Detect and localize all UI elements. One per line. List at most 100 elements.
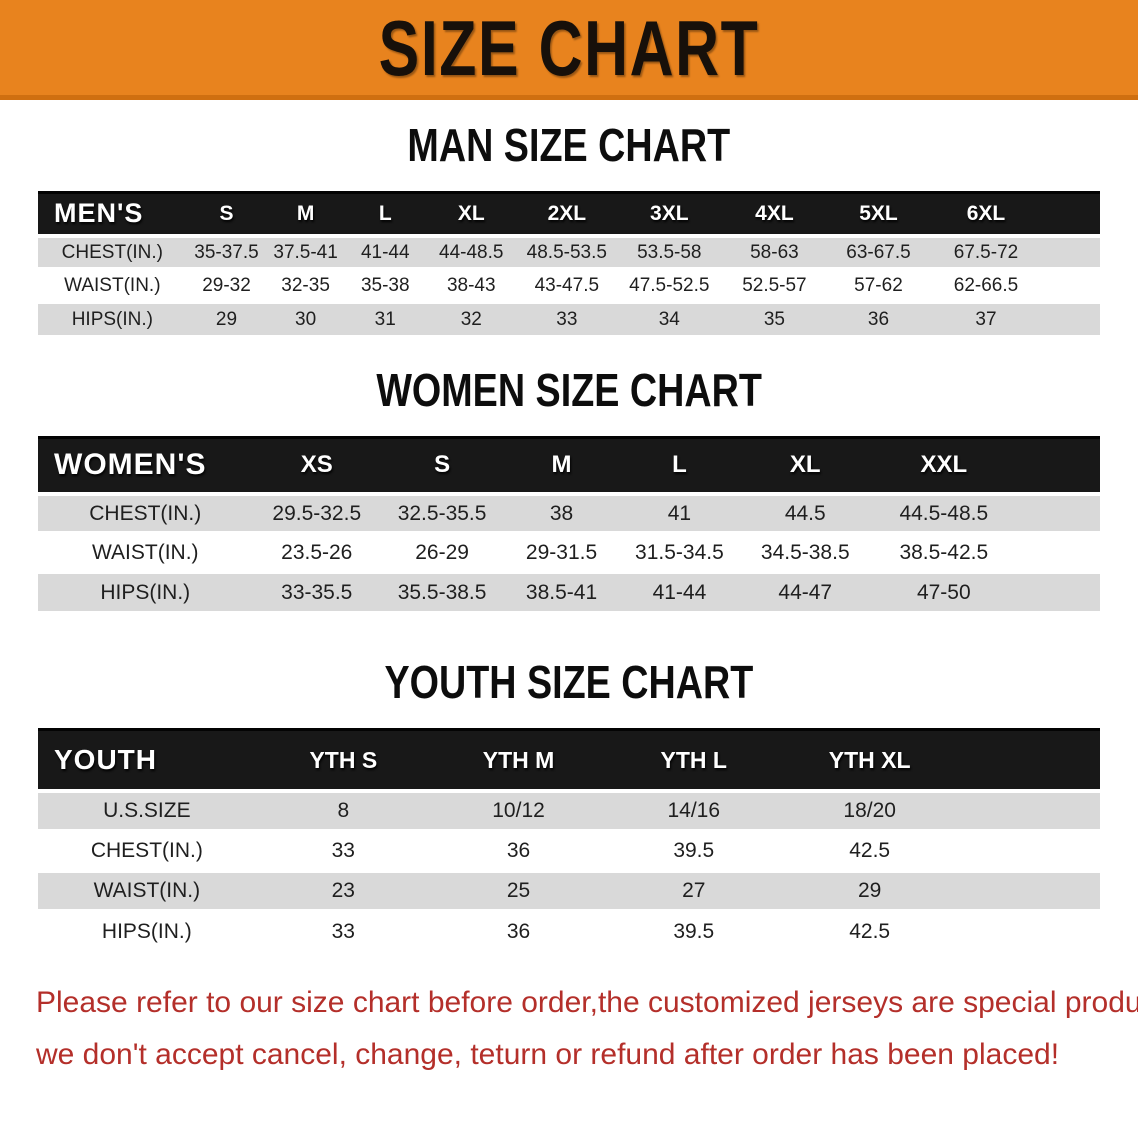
youth-size-header: YTH XL	[781, 727, 1100, 793]
banner: SIZE CHART	[0, 0, 1138, 100]
cell: 38.5-42.5	[871, 531, 1100, 573]
men-waist-row: WAIST(IN.) 29-32 32-35 35-38 38-43 43-47…	[38, 267, 1100, 303]
cell: 29-32	[186, 267, 267, 303]
cell: 33	[255, 829, 431, 872]
cell: 27	[606, 869, 782, 912]
cell: 41-44	[344, 234, 426, 270]
row-label: WAIST(IN.)	[38, 869, 256, 912]
youth-ussize-row: U.S.SIZE 8 10/12 14/16 18/20	[38, 789, 1100, 832]
cell: 48.5-53.5	[516, 234, 617, 270]
row-label: WAIST(IN.)	[38, 267, 187, 303]
cell: 47-50	[871, 570, 1100, 612]
women-waist-row: WAIST(IN.) 23.5-26 26-29 29-31.5 31.5-34…	[38, 531, 1100, 573]
cell: 31	[344, 300, 426, 336]
cell: 29-31.5	[503, 531, 620, 573]
row-label: HIPS(IN.)	[38, 570, 253, 612]
cell: 62-66.5	[929, 267, 1100, 303]
cell: 58-63	[721, 234, 827, 270]
cell: 44.5-48.5	[871, 492, 1100, 534]
men-size-header: 3XL	[616, 190, 722, 238]
men-size-header: S	[186, 190, 267, 238]
cell: 26-29	[381, 531, 504, 573]
women-corner-label: WOMEN'S	[38, 435, 253, 496]
cell: 29	[186, 300, 267, 336]
cell: 47.5-52.5	[616, 267, 722, 303]
row-label: HIPS(IN.)	[38, 909, 256, 952]
women-chest-row: CHEST(IN.) 29.5-32.5 32.5-35.5 38 41 44.…	[38, 492, 1100, 534]
women-size-header: XL	[738, 435, 872, 496]
cell: 36	[430, 829, 607, 872]
youth-corner-label: YOUTH	[38, 727, 256, 793]
men-size-header: M	[266, 190, 345, 238]
men-header-row: MEN'S S M L XL 2XL 3XL 4XL 5XL 6XL	[38, 190, 1100, 238]
row-label: CHEST(IN.)	[38, 234, 187, 270]
youth-size-table: YOUTH YTH S YTH M YTH L YTH XL U.S.SIZE …	[38, 727, 1100, 952]
cell: 37	[929, 300, 1100, 336]
row-label: WAIST(IN.)	[38, 531, 253, 573]
cell: 43-47.5	[516, 267, 617, 303]
men-size-header: 5XL	[826, 190, 930, 238]
cell: 23	[255, 869, 431, 912]
men-size-header: 4XL	[721, 190, 827, 238]
men-size-header: L	[344, 190, 426, 238]
cell: 34	[616, 300, 722, 336]
cell: 31.5-34.5	[619, 531, 739, 573]
cell: 35-38	[344, 267, 426, 303]
men-hips-row: HIPS(IN.) 29 30 31 32 33 34 35 36 37	[38, 300, 1100, 336]
women-size-header: L	[619, 435, 739, 496]
cell: 30	[266, 300, 345, 336]
cell: 44.5	[738, 492, 872, 534]
women-size-header: XXL	[871, 435, 1100, 496]
cell: 35	[721, 300, 827, 336]
women-section-title-text: WOMEN SIZE CHART	[376, 364, 762, 417]
page-title: SIZE CHART	[378, 3, 760, 92]
cell: 63-67.5	[826, 234, 930, 270]
men-size-header: 6XL	[929, 190, 1100, 238]
cell: 25	[430, 869, 607, 912]
youth-section-title-text: YOUTH SIZE CHART	[384, 656, 754, 709]
cell: 38.5-41	[503, 570, 620, 612]
cell: 39.5	[606, 829, 782, 872]
women-hips-row: HIPS(IN.) 33-35.5 35.5-38.5 38.5-41 41-4…	[38, 570, 1100, 612]
row-label: HIPS(IN.)	[38, 300, 187, 336]
cell: 35-37.5	[186, 234, 267, 270]
youth-size-header: YTH M	[430, 727, 607, 793]
cell: 10/12	[430, 789, 607, 832]
cell: 14/16	[606, 789, 782, 832]
man-section-title: MAN SIZE CHART	[0, 120, 1138, 171]
women-size-header: S	[381, 435, 504, 496]
row-label: CHEST(IN.)	[38, 492, 253, 534]
youth-header-row: YOUTH YTH S YTH M YTH L YTH XL	[38, 727, 1100, 793]
cell: 53.5-58	[616, 234, 722, 270]
women-header-row: WOMEN'S XS S M L XL XXL	[38, 435, 1100, 496]
cell: 29	[781, 869, 1100, 912]
men-size-header: 2XL	[516, 190, 617, 238]
cell: 29.5-32.5	[252, 492, 382, 534]
women-size-table: WOMEN'S XS S M L XL XXL CHEST(IN.) 29.5-…	[38, 435, 1100, 612]
women-size-header: XS	[252, 435, 382, 496]
cell: 57-62	[826, 267, 930, 303]
cell: 32.5-35.5	[381, 492, 504, 534]
disclaimer-line-1: Please refer to our size chart before or…	[36, 986, 1138, 1020]
cell: 42.5	[781, 829, 1100, 872]
women-size-header: M	[503, 435, 620, 496]
men-chest-row: CHEST(IN.) 35-37.5 37.5-41 41-44 44-48.5…	[38, 234, 1100, 270]
cell: 42.5	[781, 909, 1100, 952]
men-size-header: XL	[425, 190, 517, 238]
cell: 32-35	[266, 267, 345, 303]
cell: 33	[516, 300, 617, 336]
row-label: CHEST(IN.)	[38, 829, 256, 872]
cell: 36	[826, 300, 930, 336]
cell: 23.5-26	[252, 531, 382, 573]
cell: 41	[619, 492, 739, 534]
cell: 44-48.5	[425, 234, 517, 270]
youth-size-header: YTH S	[255, 727, 431, 793]
cell: 38-43	[425, 267, 517, 303]
cell: 8	[255, 789, 431, 832]
youth-size-header: YTH L	[606, 727, 782, 793]
row-label: U.S.SIZE	[38, 789, 256, 832]
cell: 37.5-41	[266, 234, 345, 270]
youth-hips-row: HIPS(IN.) 33 36 39.5 42.5	[38, 909, 1100, 952]
disclaimer-line-2: we don't accept cancel, change, teturn o…	[36, 1038, 1060, 1072]
cell: 36	[430, 909, 607, 952]
